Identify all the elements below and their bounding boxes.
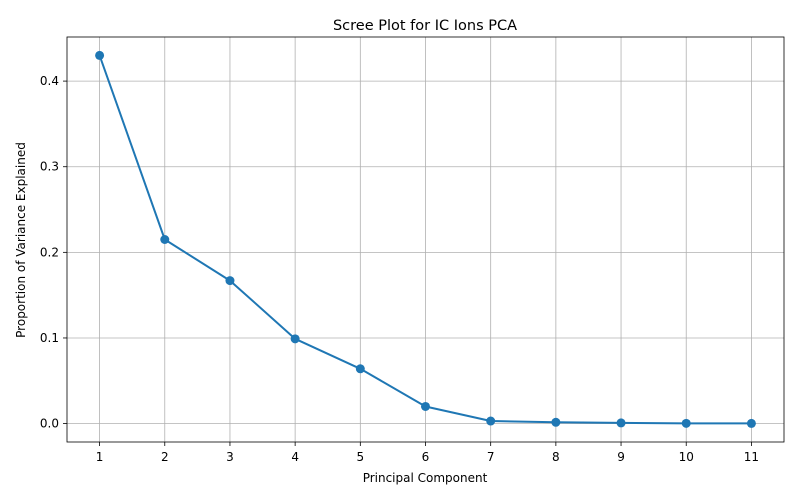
x-tick-label: 9 (617, 450, 625, 464)
data-point (616, 418, 626, 428)
x-tick-label: 3 (226, 450, 234, 464)
y-axis-label: Proportion of Variance Explained (14, 142, 28, 338)
data-point (355, 364, 365, 374)
data-point (160, 235, 170, 244)
data-point (95, 50, 105, 60)
y-tick-label: 0.2 (40, 245, 59, 259)
x-tick-label: 4 (291, 450, 299, 464)
plot-frame (66, 36, 785, 443)
y-tick-label: 0.1 (40, 331, 59, 345)
data-point (421, 401, 430, 411)
x-tick-label: 2 (161, 450, 169, 464)
x-tick-label: 10 (679, 450, 694, 464)
chart-title: Scree Plot for IC Ions PCA (333, 18, 517, 34)
x-axis-label: Principal Component (363, 471, 488, 485)
y-tick-label: 0.3 (40, 160, 59, 174)
data-point (551, 417, 561, 427)
axes-layer: 1 2 3 4 5 6 7 8 9 10 11 0.0 0.1 0.2 0.3 0.4 (40, 36, 785, 464)
y-tick-label: 0.0 (40, 417, 59, 431)
grid-layer (67, 37, 784, 442)
x-tick-label: 1 (96, 450, 104, 464)
y-tick-label: 0.4 (40, 74, 59, 88)
x-tick-label: 6 (422, 450, 430, 464)
data-point (290, 334, 300, 344)
data-point (486, 416, 496, 426)
data-point (225, 276, 235, 286)
x-tick-label: 11 (744, 450, 759, 464)
x-tick-label: 5 (356, 450, 364, 464)
x-tick-label: 7 (487, 450, 495, 464)
series-layer (95, 50, 756, 428)
x-tick-label: 8 (552, 450, 560, 464)
data-point (746, 418, 756, 428)
data-point (681, 418, 691, 428)
